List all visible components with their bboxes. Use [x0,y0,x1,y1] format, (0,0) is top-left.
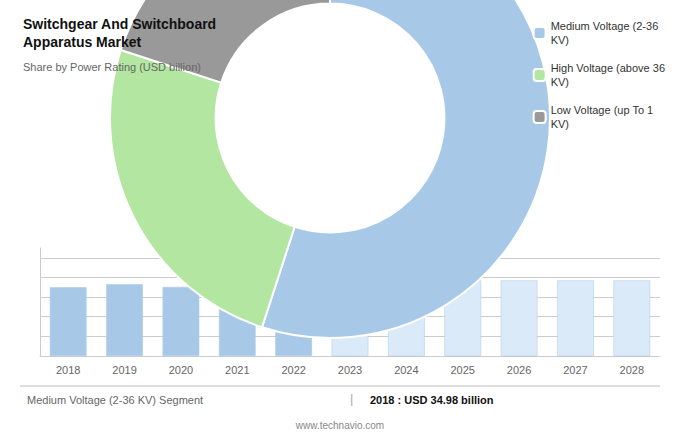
svg-text:Medium Voltage (2-36: Medium Voltage (2-36 [551,20,659,32]
svg-text:Medium Voltage (2-36 KV) Segme: Medium Voltage (2-36 KV) Segment [27,394,203,406]
svg-text:2018 : USD 34.98 billion: 2018 : USD 34.98 billion [370,394,494,406]
svg-text:2021: 2021 [225,364,249,376]
svg-text:2027: 2027 [563,364,587,376]
svg-text:|: | [350,391,353,406]
svg-text:2024: 2024 [394,364,418,376]
svg-text:2019: 2019 [112,364,136,376]
svg-text:Apparatus Market: Apparatus Market [23,34,142,50]
svg-text:2023: 2023 [338,364,362,376]
svg-text:High Voltage (above 36: High Voltage (above 36 [551,62,665,74]
svg-text:KV): KV) [551,76,569,88]
svg-text:2020: 2020 [169,364,193,376]
svg-text:2026: 2026 [507,364,531,376]
svg-text:KV): KV) [551,118,569,130]
svg-text:Switchgear And Switchboard: Switchgear And Switchboard [23,16,216,32]
svg-text:Low Voltage (up To 1: Low Voltage (up To 1 [551,104,654,116]
svg-text:2025: 2025 [450,364,474,376]
svg-text:2022: 2022 [281,364,305,376]
svg-text:www.technavio.com: www.technavio.com [295,420,384,431]
svg-text:Share by Power Rating (USD bil: Share by Power Rating (USD billion) [23,61,201,73]
svg-text:2028: 2028 [620,364,644,376]
svg-text:2018: 2018 [56,364,80,376]
svg-text:KV): KV) [551,34,569,46]
